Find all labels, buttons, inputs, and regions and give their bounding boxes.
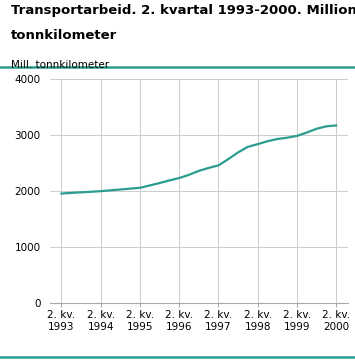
Text: Transportarbeid. 2. kvartal 1993-2000. Millioner: Transportarbeid. 2. kvartal 1993-2000. M… bbox=[11, 4, 355, 17]
Text: Mill. tonnkilometer: Mill. tonnkilometer bbox=[11, 60, 109, 70]
Text: tonnkilometer: tonnkilometer bbox=[11, 29, 117, 42]
